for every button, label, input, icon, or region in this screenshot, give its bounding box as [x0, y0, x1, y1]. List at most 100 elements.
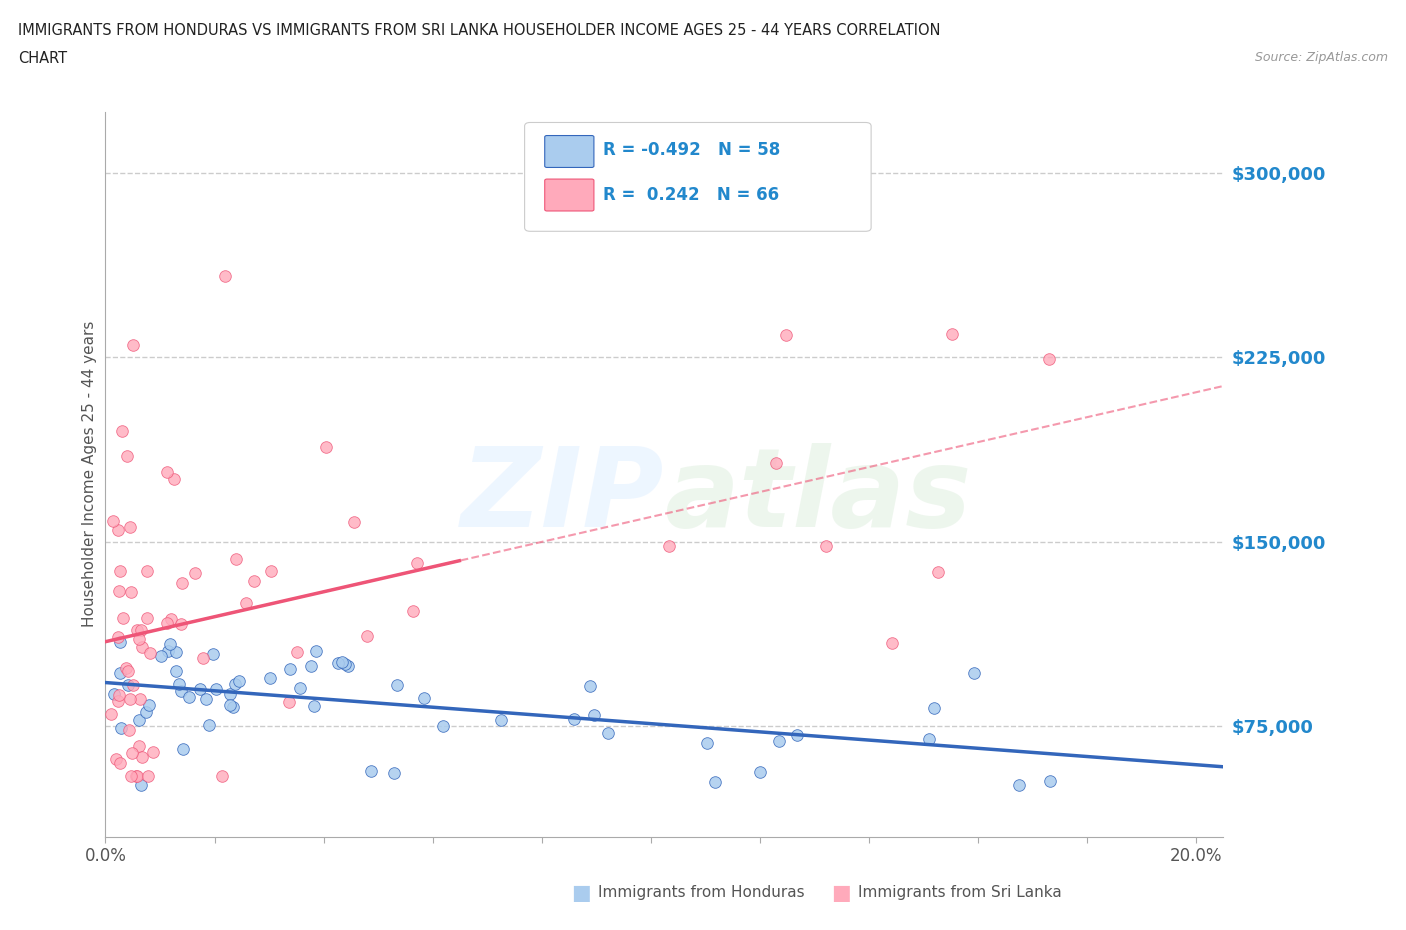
- Text: Immigrants from Sri Lanka: Immigrants from Sri Lanka: [858, 885, 1062, 900]
- Point: [749, 765, 772, 780]
- Point: [128, 738, 150, 753]
- Point: [1039, 774, 1062, 789]
- Point: [101, 513, 124, 528]
- Point: [103, 686, 125, 701]
- Point: [768, 734, 790, 749]
- Point: [385, 678, 408, 693]
- Point: [100, 707, 122, 722]
- Point: [125, 768, 148, 783]
- Point: [259, 671, 281, 685]
- Point: [343, 515, 366, 530]
- Point: [205, 681, 228, 696]
- Point: [108, 564, 131, 578]
- Point: [278, 662, 301, 677]
- Point: [235, 595, 257, 610]
- Point: [582, 708, 605, 723]
- Point: [184, 566, 207, 581]
- Point: [160, 612, 183, 627]
- Point: [326, 656, 349, 671]
- Point: [118, 723, 141, 737]
- Point: [149, 648, 172, 663]
- Point: [121, 338, 143, 352]
- Point: [138, 698, 160, 712]
- Point: [562, 711, 585, 726]
- Point: [110, 721, 132, 736]
- Point: [962, 665, 984, 680]
- Point: [166, 663, 188, 678]
- Text: IMMIGRANTS FROM HONDURAS VS IMMIGRANTS FROM SRI LANKA HOUSEHOLDER INCOME AGES 25: IMMIGRANTS FROM HONDURAS VS IMMIGRANTS F…: [18, 23, 941, 38]
- Point: [111, 424, 134, 439]
- Point: [131, 750, 153, 764]
- Point: [315, 439, 337, 454]
- Point: [163, 472, 186, 486]
- Point: [922, 701, 945, 716]
- Point: [432, 719, 454, 734]
- Point: [136, 768, 159, 783]
- Point: [129, 692, 152, 707]
- Point: [172, 741, 194, 756]
- Point: [1008, 778, 1031, 793]
- Point: [285, 644, 308, 659]
- FancyBboxPatch shape: [544, 179, 593, 211]
- Point: [337, 658, 360, 673]
- Point: [941, 326, 963, 341]
- Point: [117, 678, 139, 693]
- Point: [260, 564, 283, 578]
- Point: [107, 694, 129, 709]
- Point: [815, 538, 838, 553]
- FancyBboxPatch shape: [544, 136, 593, 167]
- Point: [157, 644, 180, 658]
- Text: Immigrants from Honduras: Immigrants from Honduras: [598, 885, 804, 900]
- Point: [218, 686, 240, 701]
- Text: R =  0.242   N = 66: R = 0.242 N = 66: [603, 186, 779, 204]
- Text: CHART: CHART: [18, 51, 67, 66]
- Point: [138, 646, 160, 661]
- Point: [117, 448, 139, 463]
- Point: [156, 464, 179, 479]
- Point: [330, 655, 353, 670]
- Point: [277, 695, 299, 710]
- Point: [117, 663, 139, 678]
- Point: [491, 713, 513, 728]
- Point: [120, 520, 142, 535]
- Point: [129, 623, 152, 638]
- Point: [108, 665, 131, 680]
- Point: [775, 327, 797, 342]
- Point: [135, 704, 157, 719]
- Point: [219, 698, 242, 712]
- Point: [165, 644, 187, 659]
- Point: [104, 751, 127, 766]
- Point: [120, 585, 142, 600]
- Point: [107, 687, 129, 702]
- Point: [406, 556, 429, 571]
- Text: Source: ZipAtlas.com: Source: ZipAtlas.com: [1254, 51, 1388, 64]
- Point: [333, 657, 356, 671]
- Point: [402, 604, 425, 618]
- Point: [658, 539, 681, 554]
- Point: [156, 616, 179, 631]
- Point: [786, 727, 808, 742]
- Point: [579, 678, 602, 693]
- Point: [170, 576, 193, 591]
- Point: [356, 629, 378, 644]
- Point: [305, 644, 328, 658]
- Point: [927, 565, 949, 580]
- Point: [131, 640, 153, 655]
- Point: [169, 676, 191, 691]
- Point: [128, 631, 150, 646]
- Point: [136, 611, 159, 626]
- Point: [159, 636, 181, 651]
- Point: [243, 573, 266, 588]
- Point: [129, 777, 152, 792]
- Point: [127, 768, 149, 783]
- Point: [121, 677, 143, 692]
- Point: [360, 764, 382, 778]
- Point: [765, 456, 787, 471]
- Text: ■: ■: [831, 883, 851, 903]
- Point: [108, 756, 131, 771]
- Point: [304, 699, 326, 714]
- Point: [211, 768, 233, 783]
- Point: [170, 617, 193, 631]
- Point: [704, 775, 727, 790]
- Point: [120, 768, 142, 783]
